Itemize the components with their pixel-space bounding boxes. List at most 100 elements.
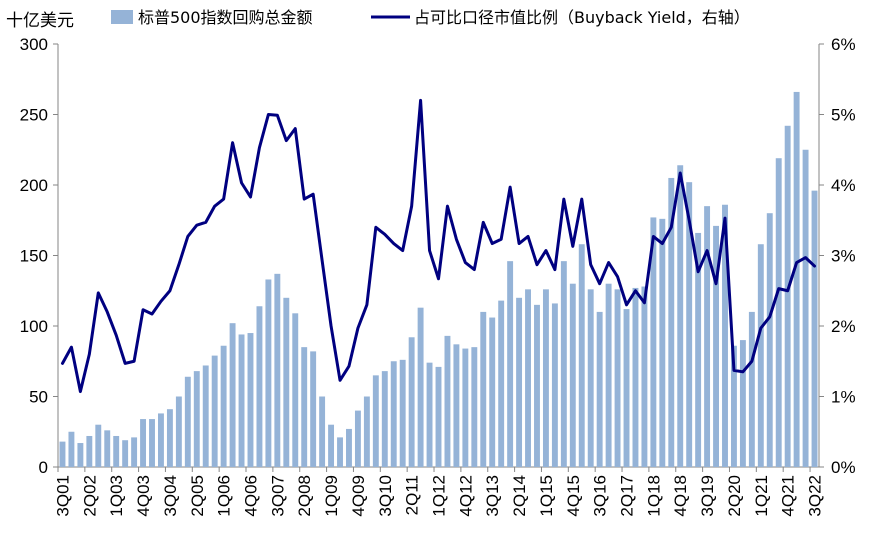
line-point — [607, 261, 610, 264]
bar — [229, 323, 236, 467]
left-axis-unit: 十亿美元 — [6, 11, 74, 31]
bar — [704, 206, 711, 467]
bar — [104, 430, 111, 467]
line-point — [392, 242, 395, 245]
line-point — [571, 245, 574, 248]
bar — [399, 359, 406, 467]
bar — [292, 313, 299, 467]
line-point — [231, 141, 234, 144]
yield-line — [60, 98, 817, 394]
bar — [426, 362, 433, 467]
x-tick-label: 3Q19 — [698, 475, 717, 517]
line-point — [804, 256, 807, 259]
line-point — [330, 325, 332, 327]
bar — [346, 428, 352, 467]
line-point — [276, 114, 279, 116]
left-axis-ticks: 0 50 100 150 200 250 300 — [20, 35, 58, 477]
x-tick-label: 4Q18 — [671, 475, 690, 517]
line-point — [795, 261, 798, 264]
bar — [77, 443, 84, 467]
bar — [310, 351, 317, 467]
line-point — [160, 300, 162, 303]
bar — [722, 204, 728, 468]
bar — [122, 440, 129, 467]
bar — [435, 366, 442, 467]
bar — [381, 371, 388, 467]
left-tick-label: 150 — [20, 247, 48, 266]
line-point — [616, 275, 619, 278]
x-tick-label: 3Q04 — [161, 475, 180, 517]
bar — [614, 289, 621, 467]
bar — [730, 345, 737, 467]
line-point — [213, 205, 216, 207]
x-tick-label: 2Q08 — [295, 475, 314, 517]
line-point — [554, 268, 556, 271]
line-point — [195, 224, 198, 226]
line-point — [500, 238, 502, 241]
line-point — [428, 249, 431, 252]
line-point — [437, 277, 440, 280]
bar — [372, 375, 379, 467]
line-point — [267, 113, 270, 116]
legend: 标普500指数回购总金额 占可比口径市值比例（Buyback Yield，右轴） — [111, 8, 750, 27]
line-point — [589, 263, 592, 266]
bar — [158, 413, 164, 467]
line-point — [383, 233, 386, 236]
bar — [131, 437, 138, 467]
bar — [525, 289, 531, 467]
line-point — [375, 226, 377, 229]
line-point — [706, 249, 708, 252]
bar — [265, 279, 272, 467]
legend-bar-swatch — [111, 10, 133, 24]
bar — [668, 177, 675, 467]
left-tick-label: 50 — [29, 388, 48, 407]
bar — [471, 347, 478, 467]
line-point — [670, 226, 673, 229]
x-tick-label: 3Q01 — [53, 475, 72, 517]
line-point — [401, 249, 404, 252]
line-point — [715, 282, 717, 285]
line-point — [679, 172, 682, 174]
x-tick-label: 1Q21 — [752, 475, 771, 517]
bar — [739, 340, 746, 467]
x-tick-label: 1Q06 — [215, 475, 234, 517]
bar — [337, 437, 343, 467]
line-point — [240, 182, 243, 184]
x-tick-label: 2Q17 — [618, 475, 637, 517]
bar — [516, 297, 523, 467]
line-point — [760, 327, 762, 329]
line-point — [482, 221, 485, 224]
line-point — [518, 242, 520, 245]
x-tick-label: 4Q12 — [456, 475, 475, 517]
line-point — [768, 316, 771, 318]
bar — [650, 217, 657, 467]
line-point — [303, 198, 306, 200]
bar-series — [59, 91, 818, 468]
bar — [811, 190, 818, 467]
line-point — [652, 235, 655, 238]
x-tick-label: 4Q09 — [349, 475, 368, 517]
line-point — [661, 242, 664, 245]
right-tick-label: 2% — [831, 317, 856, 336]
bar — [578, 244, 585, 467]
bar — [184, 376, 191, 467]
line-point — [366, 304, 368, 306]
bar — [175, 396, 182, 467]
line-point — [410, 205, 413, 207]
line-point — [204, 221, 207, 224]
line-point — [545, 249, 547, 252]
line-point — [321, 259, 323, 262]
bar — [274, 273, 281, 467]
line-point — [258, 146, 261, 149]
bar — [775, 158, 782, 467]
bar — [569, 283, 576, 467]
bar — [784, 125, 791, 467]
line-point — [285, 139, 288, 142]
left-tick-label: 0 — [39, 458, 48, 477]
line-point — [70, 346, 73, 348]
bar — [202, 365, 209, 467]
bar — [757, 244, 764, 467]
line-point — [97, 292, 100, 294]
bar — [659, 218, 666, 467]
bar — [713, 225, 719, 467]
